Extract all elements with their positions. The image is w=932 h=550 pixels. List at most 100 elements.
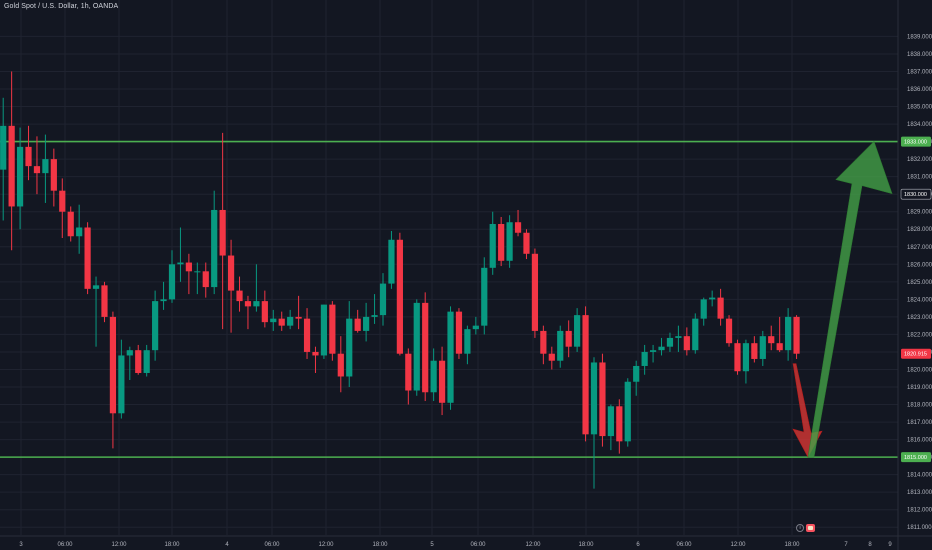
candle-up: [481, 267, 488, 326]
x-tick-label: 7: [844, 542, 848, 548]
x-tick-label: 06:00: [264, 542, 280, 548]
footer-icons[interactable]: i: [796, 524, 816, 534]
candle-up: [666, 337, 674, 347]
candle-down: [751, 343, 758, 359]
y-tick-label: 1836.000: [907, 87, 932, 93]
y-tick-label: 1813.000: [907, 490, 932, 496]
x-tick-label: 12:00: [730, 542, 746, 548]
candle-up: [194, 271, 201, 273]
candle-up: [270, 318, 277, 323]
x-tick-label: 6: [636, 542, 640, 548]
y-tick-label: 1826.000: [907, 262, 932, 268]
candle-down: [303, 318, 311, 352]
y-tick-label: 1824.000: [907, 297, 932, 303]
price-tag-label: 1833.000: [904, 140, 927, 146]
flag-icon[interactable]: [806, 524, 815, 532]
candle-down: [776, 343, 783, 351]
y-tick-label: 1829.000: [907, 210, 932, 216]
candle-down: [514, 222, 522, 233]
candle-down: [185, 262, 192, 272]
y-tick-label: 1827.000: [907, 245, 932, 251]
price-tag-label: 1830.000: [904, 192, 927, 198]
candle-up: [447, 311, 454, 403]
candle-down: [101, 285, 108, 317]
y-tick-label: 1828.000: [907, 227, 932, 233]
candle-up: [759, 336, 766, 359]
candle-up: [633, 365, 640, 382]
candle-up: [152, 301, 159, 351]
candle-up: [675, 336, 682, 338]
price-tag-label: 1820.915: [904, 352, 927, 358]
candle-up: [464, 329, 471, 354]
x-tick-label: 12:00: [525, 542, 541, 548]
projection-arrows: [792, 141, 893, 458]
candle-up: [430, 360, 437, 393]
x-tick-label: 06:00: [57, 542, 73, 548]
x-tick-label: 4: [225, 542, 229, 548]
candle-down: [8, 125, 15, 207]
candle-down: [717, 297, 724, 319]
candle-up: [574, 315, 581, 347]
candle-up: [118, 355, 125, 414]
candle-up: [506, 222, 513, 261]
candle-up: [16, 146, 24, 207]
candle-up: [143, 350, 150, 373]
candle-down: [725, 318, 733, 344]
y-tick-label: 1837.000: [907, 69, 932, 75]
y-tick-label: 1812.000: [907, 508, 932, 514]
candle-down: [565, 330, 572, 347]
candle-up: [42, 159, 49, 174]
candle-up: [76, 227, 83, 237]
candle-down: [227, 255, 235, 291]
candle-down: [540, 330, 547, 354]
candle-down: [244, 301, 252, 307]
y-tick-label: 1818.000: [907, 403, 932, 409]
candle-down: [329, 304, 336, 354]
candle-up: [363, 316, 370, 331]
candle-up: [92, 285, 100, 289]
x-tick-label: 12:00: [318, 542, 334, 548]
y-tick-label: 1811.000: [907, 525, 932, 531]
candle-up: [388, 239, 395, 284]
candle-down: [109, 316, 117, 414]
price-tag: [900, 188, 932, 200]
candle-down: [312, 351, 319, 356]
candle-down: [599, 362, 606, 437]
candle-up: [607, 406, 614, 437]
price-tag: [901, 348, 931, 359]
y-tick-label: 1822.000: [907, 332, 932, 338]
candle-up: [126, 350, 133, 356]
candle-up: [489, 223, 496, 268]
candle-down: [455, 311, 463, 354]
x-tick-label: 3: [19, 542, 23, 548]
candle-down: [582, 315, 589, 435]
y-tick-label: 1825.000: [907, 280, 932, 286]
y-tick-label: 1835.000: [907, 105, 932, 111]
candle-down: [734, 343, 741, 372]
y-tick-label: 1838.000: [907, 52, 932, 58]
candle-up: [658, 346, 665, 351]
candle-down: [25, 146, 32, 167]
y-tick-label: 1823.000: [907, 315, 932, 321]
candle-down: [793, 316, 800, 354]
candle-down: [354, 318, 361, 331]
candle-down: [768, 336, 775, 344]
info-icon[interactable]: i: [796, 524, 804, 532]
grid-layer: [0, 0, 898, 535]
candle-up: [379, 283, 387, 316]
candle-down: [33, 166, 41, 174]
x-tick-label: 9: [888, 542, 892, 548]
candle-down: [59, 190, 66, 212]
candle-down: [531, 253, 539, 331]
candle-down: [67, 211, 74, 237]
candle-up: [742, 343, 750, 372]
y-tick-label: 1820.000: [907, 367, 932, 373]
candle-up: [211, 209, 218, 288]
y-tick-label: 1816.000: [907, 438, 932, 444]
candle-down: [84, 227, 91, 289]
x-tick-label: 18:00: [372, 542, 388, 548]
candle-down: [219, 209, 226, 256]
candle-down: [498, 223, 505, 261]
